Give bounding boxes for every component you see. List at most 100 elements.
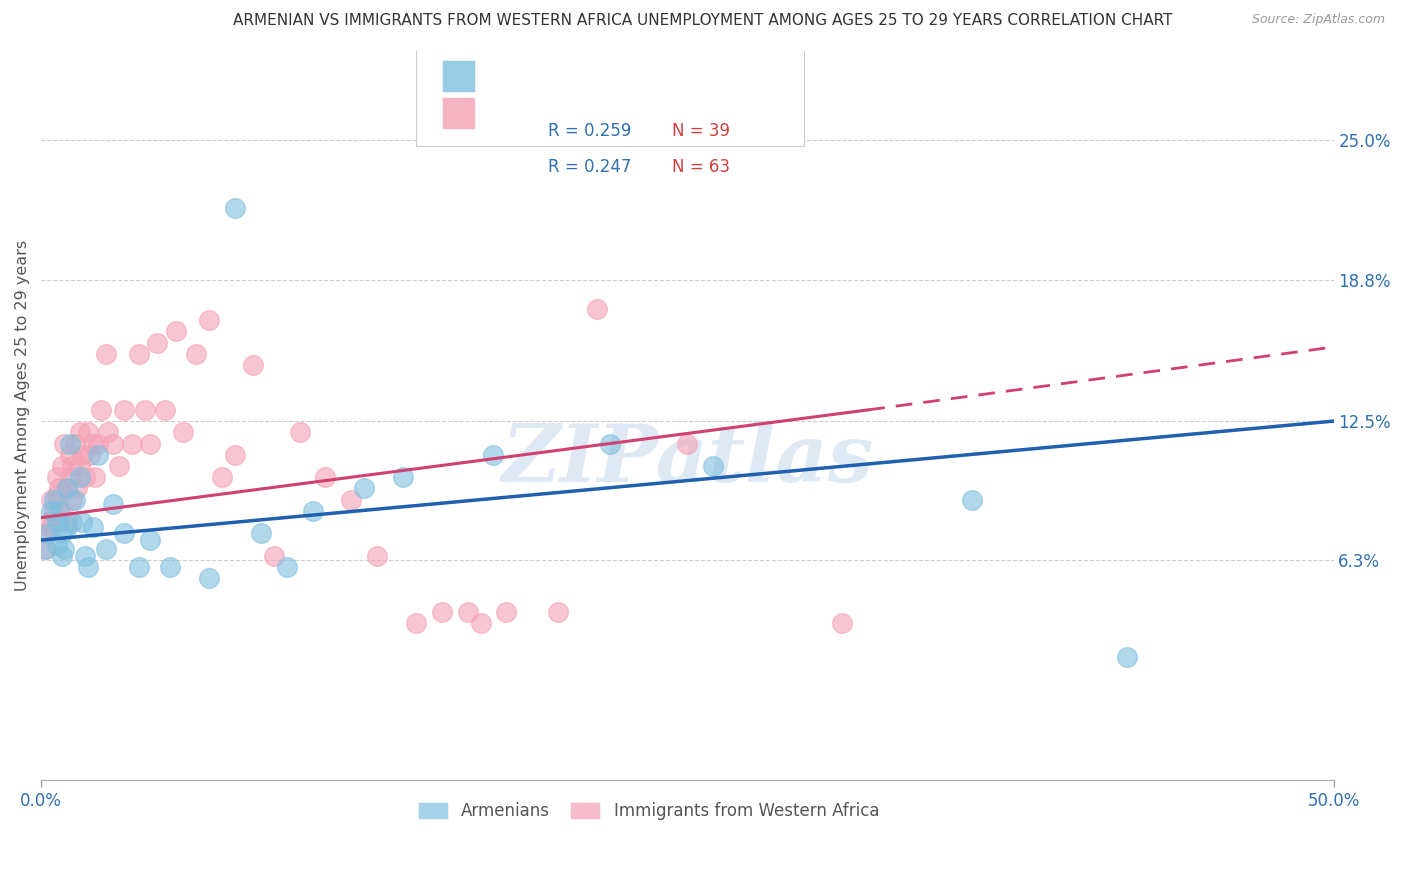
Point [41, 504, 63, 518]
Point [42, 492, 65, 507]
Point [66, 482, 89, 496]
Point [301, 504, 323, 518]
Point [314, 470, 336, 484]
Point [87, 448, 110, 462]
Point [45, 488, 67, 502]
Point [56, 482, 79, 496]
Point [41, 492, 63, 507]
Point [63, 492, 86, 507]
Point [165, 324, 187, 338]
Point [353, 482, 375, 496]
Point [69, 425, 91, 440]
Point [366, 549, 388, 563]
Point [263, 549, 285, 563]
Point [56, 519, 79, 533]
Point [676, 436, 699, 450]
Point [72, 515, 94, 529]
Point [51, 504, 73, 518]
Y-axis label: Unemployment Among Ages 25 to 29 years: Unemployment Among Ages 25 to 29 years [15, 240, 30, 591]
Point [82, 519, 104, 533]
Point [198, 571, 221, 585]
Point [56, 515, 79, 529]
Point [430, 605, 453, 619]
Point [73, 470, 96, 484]
Point [242, 358, 264, 372]
Point [470, 616, 492, 631]
Point [87, 436, 110, 450]
Point [42, 504, 65, 518]
Point [585, 301, 607, 316]
Text: ZIPatlas: ZIPatlas [502, 420, 873, 498]
Point [276, 560, 298, 574]
Point [84, 470, 107, 484]
Point [186, 347, 208, 361]
Point [79, 448, 101, 462]
Point [45, 515, 67, 529]
Point [48, 515, 70, 529]
Point [97, 425, 120, 440]
Point [211, 470, 233, 484]
Point [72, 448, 94, 462]
Point [250, 526, 273, 541]
Point [112, 526, 135, 541]
Point [392, 470, 415, 484]
Point [599, 436, 621, 450]
Point [198, 313, 221, 327]
Point [56, 482, 79, 496]
Point [38, 526, 60, 541]
Text: N = 63: N = 63 [672, 159, 730, 177]
Point [121, 436, 143, 450]
Point [76, 425, 98, 440]
Point [103, 436, 125, 450]
Point [82, 436, 104, 450]
Point [58, 470, 80, 484]
Legend: Armenians, Immigrants from Western Africa: Armenians, Immigrants from Western Afric… [412, 795, 886, 827]
Point [60, 492, 83, 507]
Point [702, 458, 724, 473]
Point [224, 201, 246, 215]
Point [58, 436, 80, 450]
Point [48, 504, 70, 518]
Point [340, 492, 363, 507]
Point [45, 538, 67, 552]
Point [35, 526, 58, 541]
Point [69, 470, 91, 484]
Text: R = 0.259: R = 0.259 [548, 122, 631, 140]
Point [153, 403, 176, 417]
Point [103, 497, 125, 511]
FancyBboxPatch shape [416, 44, 804, 145]
Point [134, 403, 156, 417]
Point [48, 482, 70, 496]
Point [288, 425, 311, 440]
Point [60, 515, 83, 529]
Point [94, 347, 117, 361]
Point [482, 448, 505, 462]
Point [51, 526, 73, 541]
Point [112, 403, 135, 417]
FancyBboxPatch shape [441, 96, 475, 128]
Point [63, 436, 86, 450]
Point [73, 549, 96, 563]
Point [457, 605, 479, 619]
Point [128, 560, 150, 574]
Point [41, 519, 63, 533]
Point [35, 542, 58, 557]
Point [1115, 649, 1137, 664]
Point [38, 515, 60, 529]
Point [405, 616, 427, 631]
Point [51, 458, 73, 473]
Point [45, 470, 67, 484]
Point [146, 335, 169, 350]
Point [159, 560, 181, 574]
Point [69, 458, 91, 473]
Point [138, 436, 160, 450]
Text: Source: ZipAtlas.com: Source: ZipAtlas.com [1251, 13, 1385, 27]
Point [128, 347, 150, 361]
FancyBboxPatch shape [441, 60, 475, 92]
Point [32, 542, 55, 557]
Point [831, 616, 853, 631]
Point [224, 448, 246, 462]
Point [172, 425, 194, 440]
Point [495, 605, 517, 619]
Text: N = 39: N = 39 [672, 122, 730, 140]
